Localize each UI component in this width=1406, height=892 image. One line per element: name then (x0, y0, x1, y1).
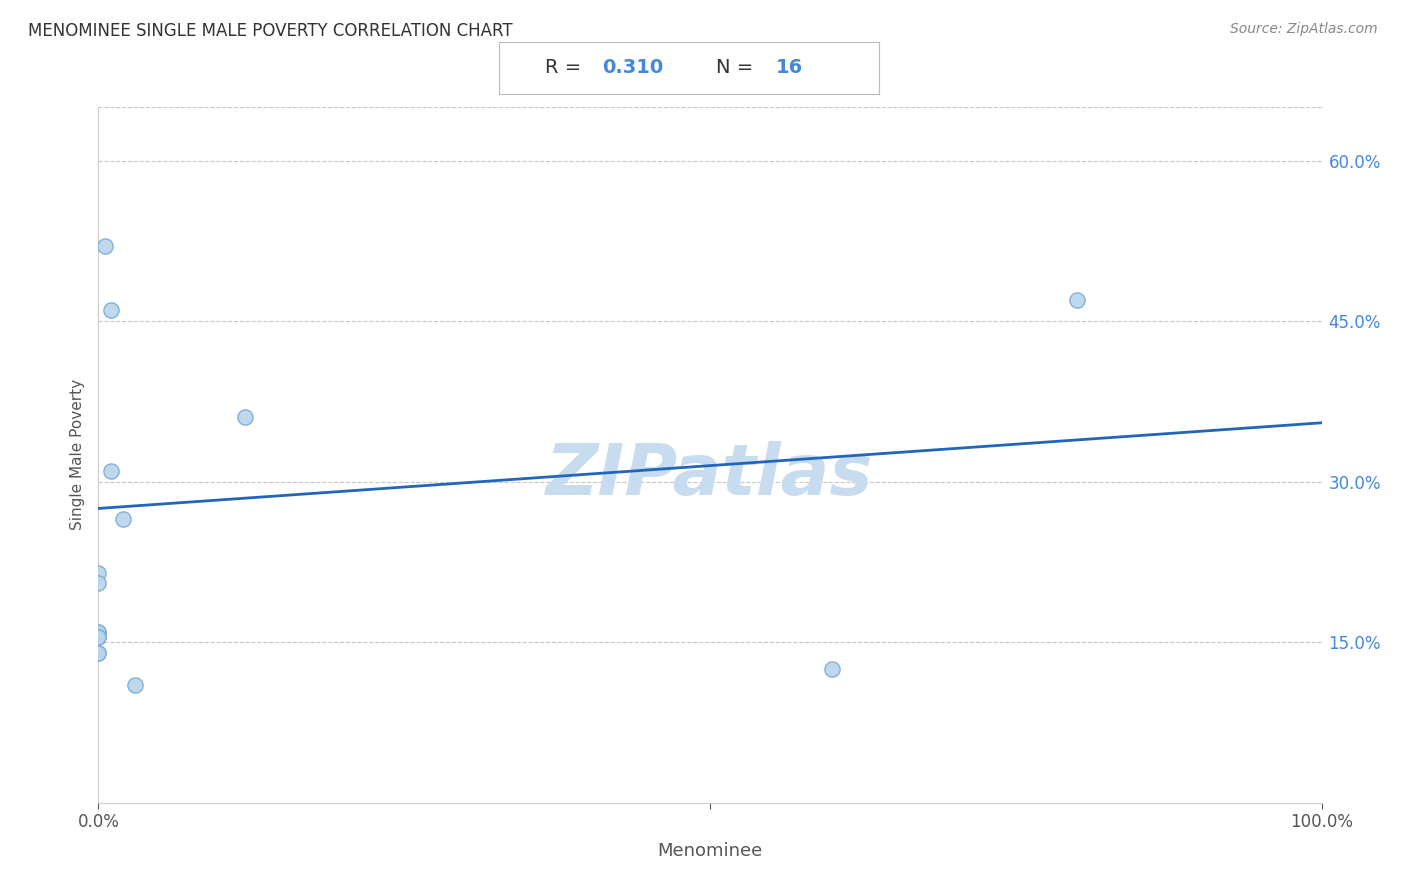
Point (233, 410, 256, 425)
Text: ZIPatlas: ZIPatlas (547, 442, 873, 510)
Point (124, 678, 146, 692)
Point (100, 464, 122, 478)
Point (87, 646, 110, 660)
Point (87, 630, 110, 644)
Text: Source: ZipAtlas.com: Source: ZipAtlas.com (1230, 22, 1378, 37)
Point (87, 624, 110, 639)
Point (87, 576, 110, 591)
Point (821, 662, 844, 676)
Point (87, 630, 110, 644)
Point (87, 646, 110, 660)
Text: N =: N = (716, 58, 752, 78)
Point (111, 512, 134, 526)
Text: 0.310: 0.310 (602, 58, 662, 78)
Point (93, 239, 115, 253)
Point (100, 303, 122, 318)
Point (87, 624, 110, 639)
Text: MENOMINEE SINGLE MALE POVERTY CORRELATION CHART: MENOMINEE SINGLE MALE POVERTY CORRELATIO… (28, 22, 513, 40)
Text: 16: 16 (776, 58, 803, 78)
X-axis label: Menominee: Menominee (658, 842, 762, 860)
Text: R =: R = (544, 58, 581, 78)
Y-axis label: Single Male Poverty: Single Male Poverty (69, 379, 84, 531)
Point (87, 566, 110, 580)
Point (1066, 293, 1088, 307)
